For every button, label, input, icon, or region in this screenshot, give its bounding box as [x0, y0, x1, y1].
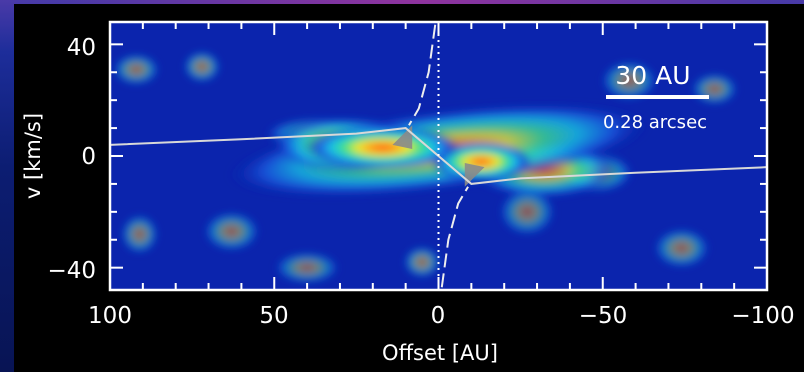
- axis-ticks: [109, 22, 768, 290]
- scale-bar-angular-label: 0.28 arcsec: [603, 112, 707, 133]
- scale-bar: [606, 95, 709, 99]
- emission-blob: [304, 126, 461, 170]
- emission-blob: [601, 61, 657, 101]
- keplerian-curve-upper: [408, 24, 437, 126]
- emission-blob: [183, 51, 221, 83]
- x-axis-title: Offset [AU]: [382, 341, 498, 365]
- keplerian-curve-lower: [440, 186, 469, 288]
- model-wedge: [392, 125, 413, 150]
- emission-blob: [121, 214, 158, 254]
- emission-blob: [203, 211, 260, 251]
- x-tick-label-minus100: −100: [731, 303, 794, 329]
- emission-blob: [274, 252, 340, 284]
- y-tick-label-0: 0: [81, 144, 96, 170]
- emission-blob: [653, 228, 710, 268]
- y-tick-label-40: 40: [67, 35, 96, 61]
- emission-blob: [691, 73, 738, 105]
- emission-blob: [113, 53, 160, 86]
- x-tick-label-100: 100: [88, 303, 132, 329]
- y-axis-title: v [km/s]: [21, 113, 45, 199]
- emission-map: [113, 51, 738, 284]
- x-tick-label-0: 0: [431, 303, 446, 329]
- emission-blob: [499, 188, 555, 236]
- y-tick-label-minus40: −40: [47, 258, 96, 284]
- plot-area: [110, 22, 767, 290]
- scale-bar-length-label: 30 AU: [615, 61, 690, 90]
- x-tick-label-minus50: −50: [579, 303, 628, 329]
- model-wedge: [464, 162, 485, 187]
- model-overlay: [110, 22, 767, 290]
- x-tick-label-50: 50: [259, 303, 288, 329]
- emission-blob: [403, 246, 441, 278]
